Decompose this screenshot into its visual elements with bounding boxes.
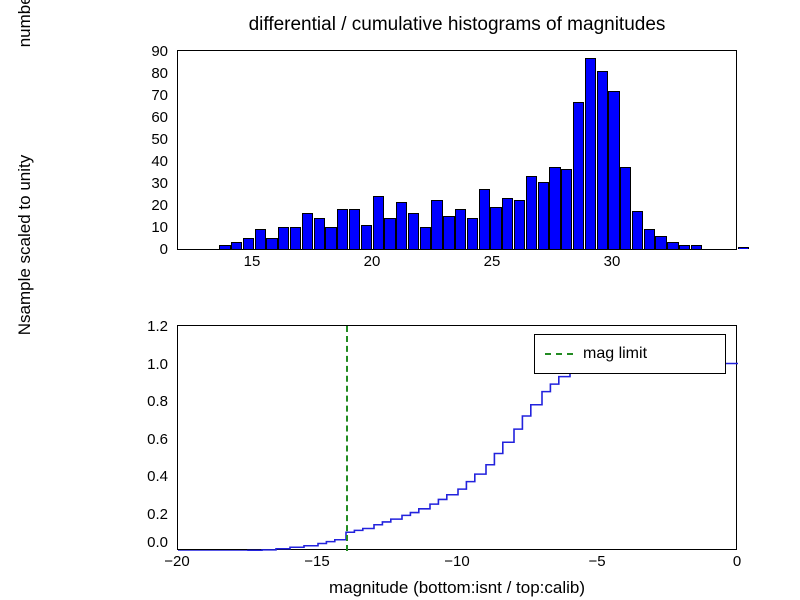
histogram-bar[interactable]	[314, 218, 325, 249]
mag-limit-dashed-line	[346, 326, 348, 551]
histogram-bar[interactable]	[691, 245, 702, 249]
top-ytick-30: 30	[128, 175, 168, 192]
histogram-bar[interactable]	[467, 218, 478, 249]
bottom-xtick--5: −5	[577, 553, 617, 570]
bottom-y-axis-label: Nsample scaled to unity	[15, 140, 35, 350]
bottom-ytick-0.4: 0.4	[128, 468, 168, 485]
histogram-bar[interactable]	[243, 238, 254, 249]
histogram-bar[interactable]	[431, 200, 442, 249]
histogram-bar[interactable]	[396, 202, 407, 249]
histogram-bar[interactable]	[502, 198, 513, 249]
figure-container: differential / cumulative histograms of …	[0, 0, 800, 600]
histogram-bar[interactable]	[479, 189, 490, 249]
histogram-bar[interactable]	[231, 242, 242, 249]
bottom-xtick--10: −10	[437, 553, 477, 570]
top-ytick-20: 20	[128, 197, 168, 214]
histogram-bar[interactable]	[620, 167, 631, 249]
histogram-bar[interactable]	[290, 227, 301, 249]
bottom-xtick-0: 0	[717, 553, 757, 570]
bottom-cdf-panel: Nsample scaled to unity mag limit 1.2 1.…	[0, 300, 800, 600]
histogram-bar[interactable]	[219, 245, 230, 249]
bottom-xtick--20: −20	[157, 553, 197, 570]
histogram-bar[interactable]	[585, 58, 596, 249]
bottom-x-axis-label: magnitude (bottom:isnt / top:calib)	[177, 578, 737, 598]
histogram-bar[interactable]	[679, 245, 690, 249]
histogram-bar[interactable]	[597, 71, 608, 249]
histogram-bar[interactable]	[384, 218, 395, 249]
histogram-bar[interactable]	[608, 91, 619, 249]
histogram-bar[interactable]	[538, 182, 549, 249]
histogram-bar[interactable]	[455, 209, 466, 249]
histogram-bar[interactable]	[337, 209, 348, 249]
top-histogram-panel: differential / cumulative histograms of …	[0, 0, 800, 300]
top-xtick-20: 20	[357, 253, 387, 270]
top-histogram-axes[interactable]: 90 80 70 60 50 40 30 20 10 0	[177, 50, 737, 250]
top-xtick-25: 25	[477, 253, 507, 270]
histogram-bar[interactable]	[278, 227, 289, 249]
top-ytick-0: 0	[128, 241, 168, 258]
histogram-bar[interactable]	[266, 238, 277, 249]
top-ytick-40: 40	[128, 153, 168, 170]
top-ytick-50: 50	[128, 131, 168, 148]
histogram-bar[interactable]	[561, 169, 572, 249]
histogram-bar[interactable]	[420, 227, 431, 249]
histogram-bar[interactable]	[644, 229, 655, 249]
top-ytick-10: 10	[128, 219, 168, 236]
histogram-bar[interactable]	[255, 229, 266, 249]
bottom-ytick-0.6: 0.6	[128, 431, 168, 448]
chart-title: differential / cumulative histograms of …	[177, 14, 737, 36]
histogram-bar[interactable]	[443, 216, 454, 249]
histogram-bar[interactable]	[373, 196, 384, 249]
bottom-ytick-1.2: 1.2	[128, 318, 168, 335]
histogram-bar[interactable]	[514, 200, 525, 249]
histogram-bar[interactable]	[349, 209, 360, 249]
bottom-ytick-0.8: 0.8	[128, 393, 168, 410]
legend-mag-limit-label: mag limit	[583, 345, 647, 363]
histogram-bar[interactable]	[667, 242, 678, 249]
bottom-ytick-0.2: 0.2	[128, 506, 168, 523]
top-xtick-30: 30	[597, 253, 627, 270]
histogram-bar[interactable]	[632, 211, 643, 249]
histogram-bar[interactable]	[408, 213, 419, 249]
histogram-bar[interactable]	[490, 207, 501, 249]
bottom-xtick--15: −15	[297, 553, 337, 570]
top-ytick-70: 70	[128, 87, 168, 104]
top-ytick-60: 60	[128, 109, 168, 126]
histogram-bar[interactable]	[655, 236, 666, 249]
histogram-bar[interactable]	[738, 247, 749, 249]
top-ytick-80: 80	[128, 65, 168, 82]
histogram-bar[interactable]	[549, 167, 560, 249]
top-ytick-90: 90	[128, 43, 168, 60]
bottom-ytick-0.0: 0.0	[128, 534, 168, 551]
histogram-bar[interactable]	[526, 176, 537, 249]
histogram-bar[interactable]	[361, 225, 372, 249]
histogram-bar[interactable]	[325, 227, 336, 249]
legend-mag-limit-swatch	[545, 353, 573, 355]
histogram-bar[interactable]	[573, 102, 584, 249]
histogram-bar[interactable]	[302, 213, 313, 249]
legend-box[interactable]: mag limit	[534, 334, 726, 374]
bottom-cdf-axes[interactable]: mag limit 1.2 1.0 0.8 0.6 0.4 0.2 0.0	[177, 325, 737, 550]
bottom-ytick-1.0: 1.0	[128, 356, 168, 373]
top-xtick-15: 15	[237, 253, 267, 270]
